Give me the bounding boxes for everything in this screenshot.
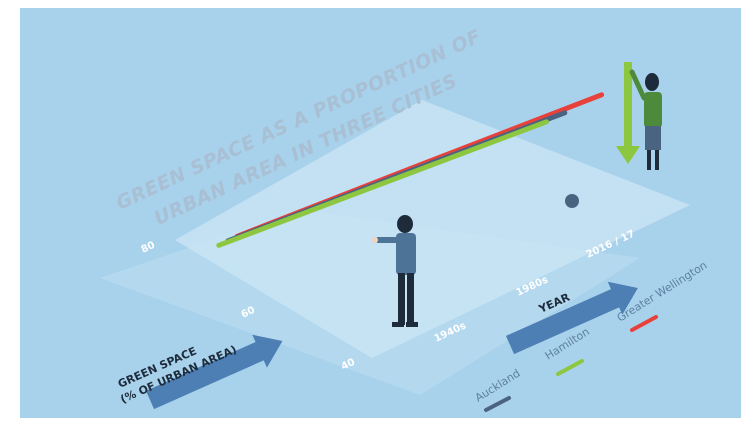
- y-tick-label-40: 40: [340, 357, 357, 373]
- y-axis-arrow: [145, 334, 283, 410]
- person-figure-center: [372, 215, 418, 327]
- legend-swatch-greater-wellington: [630, 315, 658, 332]
- series-line-hamilton: [216, 119, 549, 248]
- x-axis-arrow: [505, 281, 638, 355]
- y-tick-label-80: 80: [140, 240, 157, 256]
- person-figure-right: [616, 62, 662, 170]
- series-layer: [216, 92, 605, 248]
- legend-swatch-hamilton: [556, 359, 584, 376]
- plot-plane: [175, 100, 690, 358]
- marker-dot: [565, 194, 579, 208]
- y-tick-label-60: 60: [240, 305, 257, 321]
- legend-swatch-auckland: [484, 396, 511, 412]
